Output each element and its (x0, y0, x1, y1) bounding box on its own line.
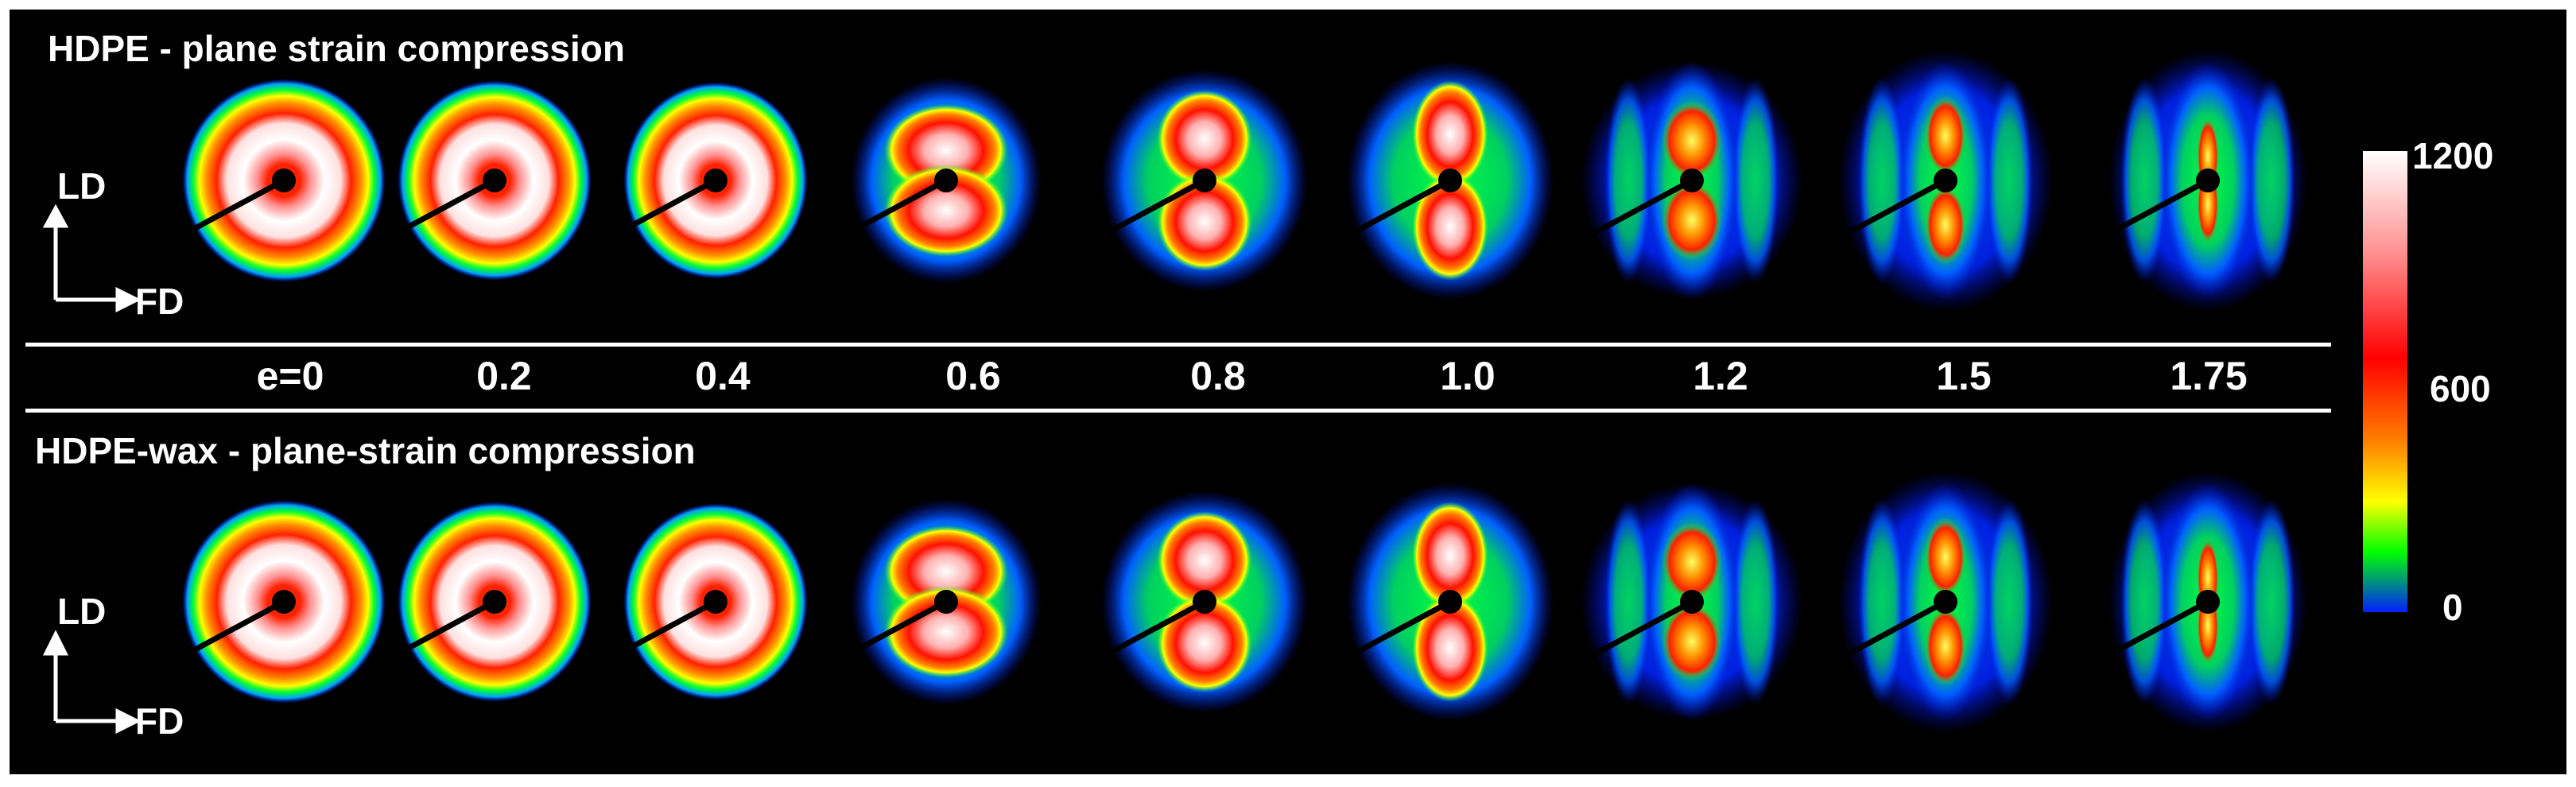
pattern-r1-5-lobe-down (1157, 173, 1252, 271)
strain-label-8: 1.75 (2170, 354, 2248, 398)
separator-top (25, 343, 2331, 347)
pattern-r1-8-streak-left (1858, 77, 1906, 284)
pattern-r1-9-streak-left (2120, 77, 2168, 284)
axis-arrows-bottom (42, 630, 142, 735)
pattern-r2-4-lobe-down (884, 586, 1008, 678)
pattern-r2-3-beamstop-arm (611, 599, 717, 661)
strain-label-6: 1.2 (1693, 354, 1748, 398)
axis-arrows-top (42, 204, 142, 313)
pattern-r1-6-beamstop (1438, 169, 1462, 192)
pattern-r2-5-lobe-up (1157, 511, 1252, 610)
pattern-r2-7-streak-left (1604, 498, 1652, 705)
pattern-r1-8-beamstop (1934, 169, 1957, 192)
pattern-r2-9-streak-right (2248, 498, 2295, 705)
pattern-r1-3-beamstop-arm (611, 177, 717, 239)
pattern-r2-2-beamstop-arm (390, 599, 496, 661)
pattern-r1-8-beamstop-arm (1841, 177, 1947, 239)
pattern-r1-1-beamstop (272, 169, 296, 192)
pattern-r2-4-beamstop-arm (841, 599, 948, 661)
pattern-r2-3-beamstop (704, 590, 727, 614)
pattern-r1-1-beamstop-arm (179, 177, 285, 239)
pattern-r1-5-beamstop-arm (1100, 177, 1206, 239)
strain-label-4: 0.8 (1190, 354, 1246, 398)
pattern-r1-6-lobe-down (1412, 173, 1488, 281)
strain-label-1: 0.2 (476, 354, 532, 398)
pattern-r1-8-spot-down (1925, 185, 1966, 265)
pattern-r1-8-spot-up (1925, 96, 1966, 176)
strain-label-7: 1.5 (1936, 354, 1992, 398)
pattern-r2-5-beamstop (1193, 590, 1216, 614)
colorbar-max-label: 1200 (2412, 135, 2494, 176)
pattern-r1-2-beamstop-arm (390, 177, 496, 239)
pattern-r1-9-beamstop (2196, 169, 2220, 192)
pattern-r1-5-lobe-up (1157, 90, 1252, 188)
pattern-r2-5-beamstop-arm (1100, 599, 1206, 661)
pattern-r2-7-beamstop (1680, 590, 1704, 614)
pattern-r2-9-beamstop (2196, 590, 2220, 614)
pattern-r1-9-streak-right (2248, 77, 2295, 284)
pattern-r2-6-lobe-down (1412, 594, 1488, 702)
colorbar-min-label: 0 (2442, 587, 2463, 628)
pattern-r2-2-beamstop (483, 590, 506, 614)
pattern-r2-8-beamstop (1934, 590, 1957, 614)
row-title-hdpe: HDPE - plane strain compression (48, 28, 625, 69)
pattern-r2-4-beamstop (934, 590, 958, 614)
strain-label-0: e=0 (256, 354, 324, 398)
pattern-r1-7-spot-up (1662, 101, 1722, 180)
pattern-r1-9-beamstop-arm (2103, 177, 2209, 239)
ld-label-top: LD (57, 165, 107, 207)
pattern-r2-8-streak-left (1858, 498, 1906, 705)
pattern-r2-5-lobe-down (1157, 594, 1252, 692)
pattern-r2-1-beamstop-arm (179, 599, 285, 661)
pattern-r1-3-beamstop (704, 169, 727, 192)
pattern-r2-7-spot-down (1662, 602, 1722, 681)
pattern-r2-8-spot-down (1925, 607, 1966, 686)
pattern-r2-8-streak-right (1985, 498, 2033, 705)
pattern-r1-7-streak-left (1604, 77, 1652, 284)
pattern-drawing (42, 49, 2407, 735)
strain-label-2: 0.4 (695, 354, 751, 398)
colorbar (2363, 151, 2407, 612)
fd-label-bottom: FD (135, 700, 184, 742)
pattern-r1-4-beamstop (934, 169, 958, 192)
pattern-r2-7-streak-right (1732, 498, 1779, 705)
pattern-r1-4-lobe-down (884, 165, 1008, 257)
pattern-r1-5-beamstop (1193, 169, 1216, 192)
saxs-figure: HDPE - plane strain compression HDPE-wax… (10, 10, 2566, 774)
pattern-r1-4-beamstop-arm (841, 177, 948, 239)
row-title-hdpe-wax: HDPE-wax - plane-strain compression (35, 430, 696, 471)
pattern-r2-6-beamstop (1438, 590, 1462, 614)
pattern-r2-6-beamstop-arm (1345, 599, 1452, 661)
pattern-r1-8-streak-right (1985, 77, 2033, 284)
strain-label-3: 0.6 (945, 354, 1001, 398)
pattern-r1-6-lobe-up (1412, 80, 1488, 188)
pattern-r2-6-lobe-up (1412, 502, 1488, 610)
ld-label-bottom: LD (57, 591, 107, 632)
pattern-r2-8-beamstop-arm (1841, 599, 1947, 661)
pattern-r1-7-beamstop (1680, 169, 1704, 192)
pattern-r2-9-streak-left (2120, 498, 2168, 705)
pattern-r2-7-spot-up (1662, 522, 1722, 602)
separator-bottom (25, 409, 2331, 413)
pattern-r1-7-beamstop-arm (1587, 177, 1693, 239)
pattern-r1-2-beamstop (483, 169, 506, 192)
pattern-r2-9-beamstop-arm (2103, 599, 2209, 661)
pattern-r2-8-spot-up (1925, 518, 1966, 597)
fd-label-top: FD (135, 281, 184, 322)
pattern-r2-1-beamstop (272, 590, 296, 614)
colorbar-mid-label: 600 (2430, 368, 2491, 409)
pattern-r1-7-spot-down (1662, 180, 1722, 260)
pattern-r1-6-beamstop-arm (1345, 177, 1452, 239)
pattern-r2-7-beamstop-arm (1587, 599, 1693, 661)
pattern-r1-7-streak-right (1732, 77, 1779, 284)
strain-label-5: 1.0 (1440, 354, 1496, 398)
